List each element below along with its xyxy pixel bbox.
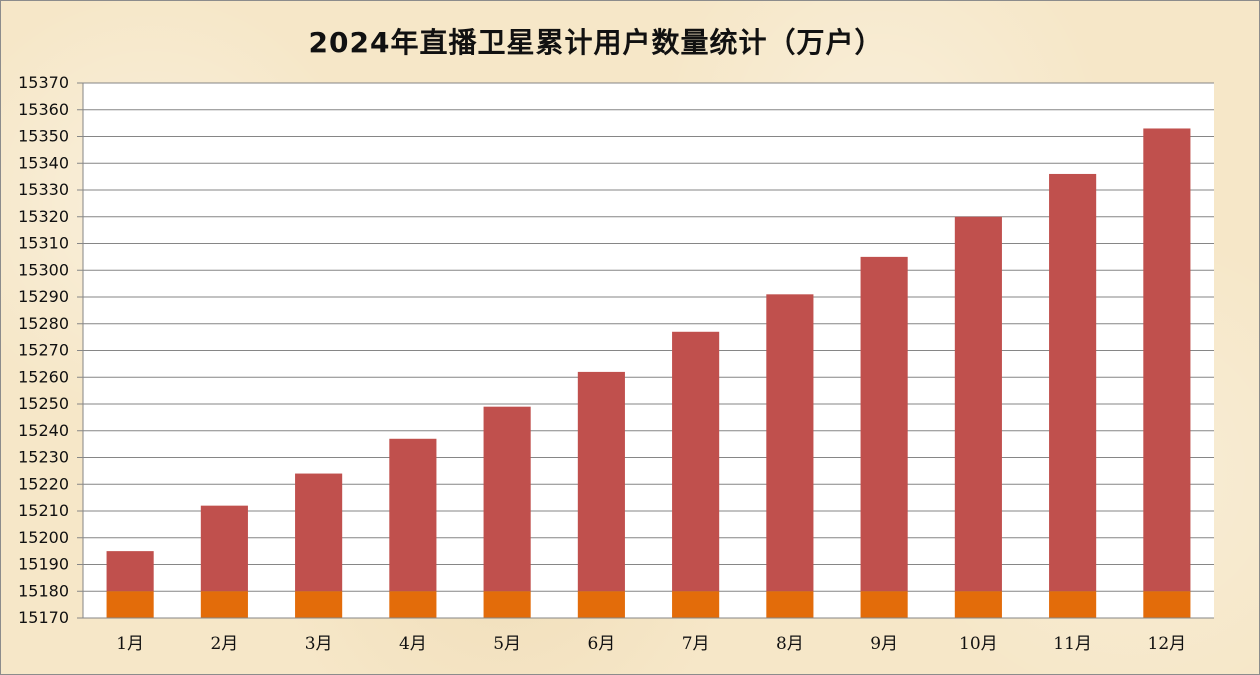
y-tick-label: 15170 (18, 608, 69, 627)
bar-base-band (106, 591, 154, 618)
bar-base-band (389, 591, 437, 618)
grid-lines (83, 82, 1214, 619)
y-tick-label: 15200 (18, 528, 69, 547)
y-axis: 15170 15180 15190 15200 15210 15220 15230 15240… (18, 73, 84, 627)
y-tick-label: 15240 (18, 421, 69, 440)
y-tick-label: 15370 (18, 73, 69, 92)
x-tick-label: 9月 (870, 634, 898, 654)
bar-base-band (295, 591, 343, 618)
x-tick-label: 2月 (210, 634, 238, 654)
y-tick-label: 15220 (18, 474, 69, 493)
y-tick-label: 15360 (18, 100, 69, 119)
bar (766, 294, 814, 592)
y-tick-label: 15230 (18, 448, 69, 467)
bar-base-band (860, 591, 908, 618)
y-tick-label: 15290 (18, 287, 69, 306)
x-axis: 1月 2月 3月 4月 5月 6月 7月 8月 9月 10月 11月 12月 (83, 617, 1214, 654)
y-tick-label: 15350 (18, 127, 69, 146)
x-tick-label: 8月 (776, 634, 804, 654)
y-tick-label: 15340 (18, 153, 69, 172)
x-tick-label: 12月 (1148, 634, 1187, 654)
chart-title: 2024年直播卫星累计用户数量统计（万户） (308, 26, 884, 59)
bar-base-band (1143, 591, 1191, 618)
x-tick-label: 5月 (493, 634, 521, 654)
y-tick-label: 15210 (18, 501, 69, 520)
x-tick-label: 3月 (305, 634, 333, 654)
x-tick-label: 11月 (1053, 634, 1092, 654)
bar-base-band (672, 591, 720, 618)
y-tick-label: 15300 (18, 260, 69, 279)
y-tick-label: 15280 (18, 314, 69, 333)
x-tick-label: 1月 (116, 634, 144, 654)
bar (1143, 128, 1191, 592)
x-tick-label: 10月 (959, 634, 998, 654)
x-tick-label: 4月 (399, 634, 427, 654)
bar (389, 438, 437, 592)
y-tick-label: 15330 (18, 180, 69, 199)
bar (577, 371, 625, 592)
bar (1049, 173, 1097, 592)
bar (200, 505, 248, 592)
x-tick-label: 7月 (682, 634, 710, 654)
x-tick-label: 6月 (587, 634, 615, 654)
bars (106, 128, 1191, 618)
y-tick-label: 15260 (18, 367, 69, 386)
bar-base-band (766, 591, 814, 618)
bar-base-band (483, 591, 531, 618)
bar-base-band (954, 591, 1002, 618)
bar-base-band (1049, 591, 1097, 618)
y-tick-label: 15180 (18, 581, 69, 600)
y-tick-label: 15270 (18, 341, 69, 360)
y-tick-label: 15250 (18, 394, 69, 413)
bar-base-band (200, 591, 248, 618)
y-tick-label: 15320 (18, 207, 69, 226)
bar-base-band (577, 591, 625, 618)
bar (483, 406, 531, 592)
bar (106, 551, 154, 592)
y-tick-label: 15190 (18, 555, 69, 574)
bar (295, 473, 343, 592)
bar (954, 216, 1002, 592)
bar (672, 331, 720, 592)
y-tick-label: 15310 (18, 234, 69, 253)
bar (860, 256, 908, 592)
